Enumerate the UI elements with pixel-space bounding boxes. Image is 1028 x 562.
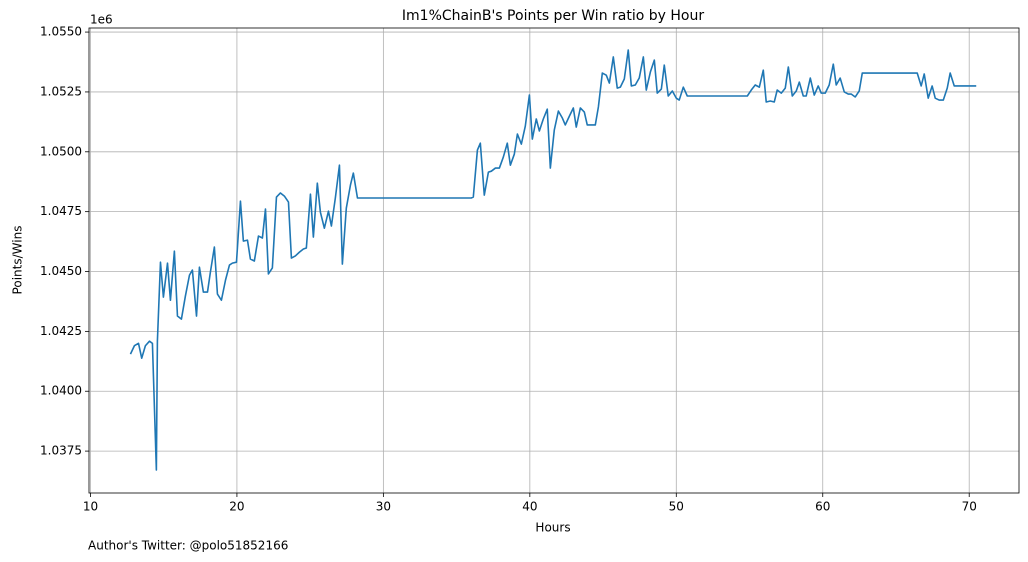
x-tick-label: 20 <box>229 500 244 514</box>
footer: Author's Twitter: @polo51852166 <box>88 539 288 553</box>
y-tick-label: 1.0450 <box>40 264 82 278</box>
y-tick-label: 1.0500 <box>40 144 82 158</box>
x-tick-label: 40 <box>522 500 537 514</box>
plot-frame <box>88 27 1020 494</box>
x-tick-label: 70 <box>962 500 977 514</box>
y-offset-label: 1e6 <box>90 13 113 27</box>
x-axis-label: Hours <box>535 521 570 535</box>
chart-title: Im1%ChainB's Points per Win ratio by Hou… <box>402 8 704 24</box>
x-tick-label: 10 <box>83 500 98 514</box>
y-axis-label: Points/Wins <box>11 226 25 295</box>
y-tick-label: 1.0475 <box>40 204 82 218</box>
y-tick-label: 1.0525 <box>40 84 82 98</box>
y-tick-label: 1.0550 <box>40 25 82 39</box>
y-tick-label: 1.0375 <box>40 444 82 458</box>
y-tick-label: 1.0425 <box>40 324 82 338</box>
y-tick-label: 1.0400 <box>40 384 82 398</box>
x-tick-label: 60 <box>815 500 830 514</box>
data-line <box>129 49 977 471</box>
x-tick-label: 50 <box>669 500 684 514</box>
x-tick-label: 30 <box>376 500 391 514</box>
